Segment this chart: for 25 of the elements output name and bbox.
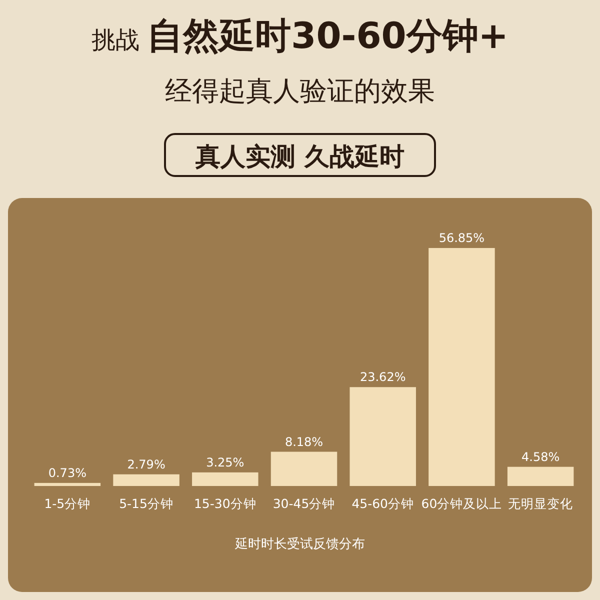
bar [113,474,180,486]
bar [350,387,416,486]
x-tick-label: 30-45分钟 [272,496,336,511]
data-label: 0.73% [48,466,86,480]
bar [270,452,338,486]
x-tick-label: 1-5分钟 [44,496,91,511]
bar [192,472,258,486]
x-tick-label: 15-30分钟 [194,496,256,511]
bar [428,248,495,486]
x-tick-label: 45-60分钟 [352,496,414,511]
chart-title: 挑战 自然延时30-60分钟+ [92,16,508,57]
chart-subtitle: 经得起真人验证的效果 [165,76,435,107]
text: 真人实测 久战延时 [194,142,404,171]
x-tick-label: 60分钟及以上 [421,496,502,511]
data-label: 2.79% [127,457,166,472]
x-tick-label: 5-15分钟 [119,496,174,511]
bar [507,466,574,486]
data-label: 4.58% [522,450,560,464]
x-tick-label: 无明显变化 [508,496,574,511]
data-label: 8.18% [284,434,324,449]
data-label: 3.25% [206,455,244,470]
data-label: 23.62% [360,370,406,384]
bar [34,482,101,486]
x-axis-title: 延时时长受试反馈分布 [234,537,365,552]
data-label: 56.85% [438,231,485,245]
